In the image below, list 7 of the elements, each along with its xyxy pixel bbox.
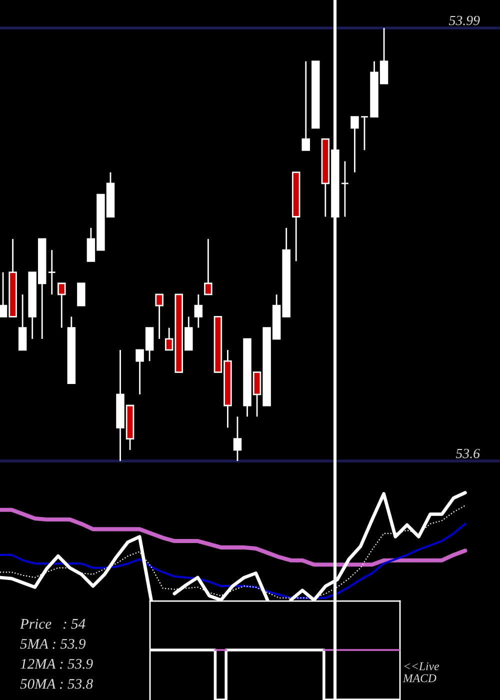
- text: 5MA : 53.9: [20, 638, 86, 649]
- text: Price : 54: [20, 618, 86, 629]
- text: 50MA : 53.8: [20, 678, 93, 689]
- annotation: <<Live MACD: [402, 662, 439, 682]
- y-tick-label: 53.6: [456, 448, 480, 458]
- text: 12MA : 53.9: [20, 658, 93, 669]
- y-tick-label: 53.99: [448, 16, 480, 26]
